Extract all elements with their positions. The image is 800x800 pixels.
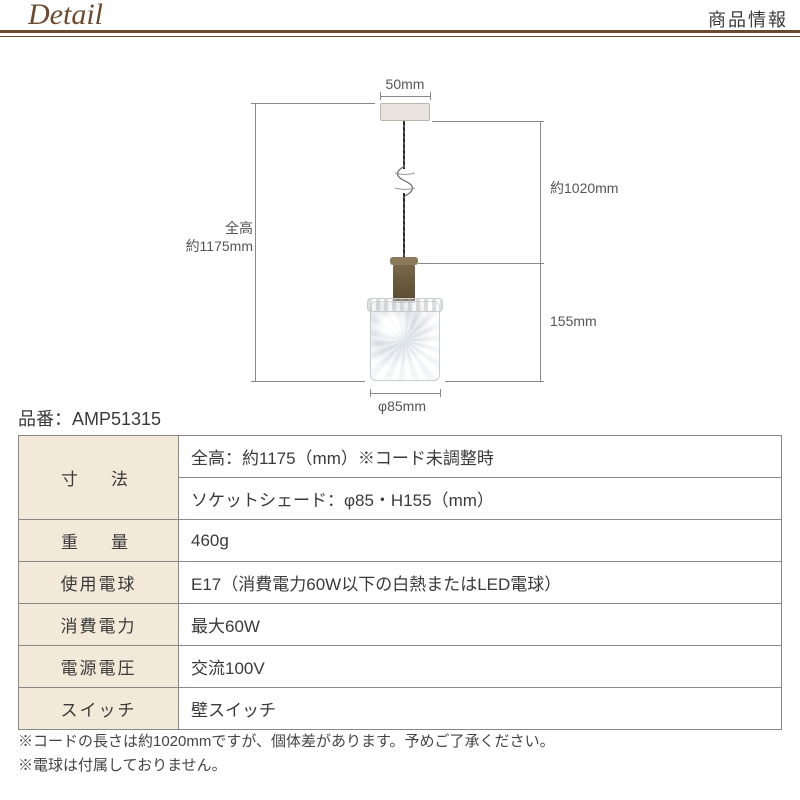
- spec-value: E17（消費電力60W以下の白熱またはLED電球）: [179, 562, 782, 604]
- spec-value: ソケットシェード：φ85・H155（mm）: [179, 478, 782, 520]
- dim-line-total-height: [255, 103, 256, 381]
- dim-tick: [430, 92, 431, 100]
- dim-ext: [255, 381, 365, 382]
- product-number: 品番：AMP51315: [18, 405, 161, 431]
- footnote-2: ※電球は付属しておりません。: [18, 754, 227, 775]
- table-row: 消費電力 最大60W: [19, 604, 782, 646]
- dim-label-cord: 約1020mm: [550, 178, 618, 198]
- dim-line-cord: [540, 121, 541, 263]
- spec-value: 全高：約1175（mm）※コード未調整時: [179, 436, 782, 478]
- glass-shade-icon: [370, 301, 440, 381]
- dim-ext: [445, 381, 540, 382]
- product-number-value: AMP51315: [72, 409, 161, 429]
- dim-line-diameter: [370, 393, 440, 394]
- cord-upper: [403, 121, 405, 169]
- spec-table: 寸 法 全高：約1175（mm）※コード未調整時 ソケットシェード：φ85・H1…: [18, 435, 782, 730]
- socket-icon: [393, 263, 415, 303]
- footnote-1: ※コードの長さは約1020mmですが、個体差があります。予めご了承ください。: [18, 730, 555, 751]
- cord-wave-icon: [380, 166, 430, 196]
- spec-value: 壁スイッチ: [179, 688, 782, 730]
- dim-ext: [418, 263, 540, 264]
- dim-line-top-width: [380, 96, 430, 97]
- dim-ext: [255, 103, 375, 104]
- cord-lower: [403, 193, 405, 263]
- spec-value: 460g: [179, 520, 782, 562]
- spec-header-power: 消費電力: [19, 604, 179, 646]
- header-rule-thin: [0, 36, 800, 37]
- table-row: スイッチ 壁スイッチ: [19, 688, 782, 730]
- spec-header-dimensions: 寸 法: [19, 436, 179, 520]
- spec-header-switch: スイッチ: [19, 688, 179, 730]
- table-row: 重 量 460g: [19, 520, 782, 562]
- header-rule-thick: [0, 30, 800, 33]
- dimension-diagram: 50mm 全高 約1175mm 約1020mm 155mm φ85mm: [0, 48, 800, 398]
- dim-label-total-1: 全高: [175, 218, 253, 238]
- header-title-script: Detail: [28, 0, 103, 32]
- dim-line-shade-h: [540, 263, 541, 381]
- table-row: 寸 法 全高：約1175（mm）※コード未調整時: [19, 436, 782, 478]
- ceiling-plug-icon: [380, 103, 430, 121]
- spec-value: 交流100V: [179, 646, 782, 688]
- dim-ext: [432, 121, 540, 122]
- product-number-label: 品番：: [18, 409, 72, 429]
- spec-header-weight: 重 量: [19, 520, 179, 562]
- dim-label-shade-h: 155mm: [550, 313, 597, 329]
- dim-tick: [370, 389, 371, 397]
- dim-tick: [380, 92, 381, 100]
- dim-label-total-2: 約1175mm: [160, 236, 253, 256]
- spec-header-bulb: 使用電球: [19, 562, 179, 604]
- table-row: 使用電球 E17（消費電力60W以下の白熱またはLED電球）: [19, 562, 782, 604]
- dim-label-top-width: 50mm: [380, 76, 430, 92]
- header-title-right: 商品情報: [708, 6, 788, 32]
- spec-value: 最大60W: [179, 604, 782, 646]
- dim-label-diameter: φ85mm: [378, 398, 426, 414]
- dim-tick: [440, 389, 441, 397]
- spec-header-voltage: 電源電圧: [19, 646, 179, 688]
- header: Detail 商品情報: [0, 0, 800, 38]
- table-row: 電源電圧 交流100V: [19, 646, 782, 688]
